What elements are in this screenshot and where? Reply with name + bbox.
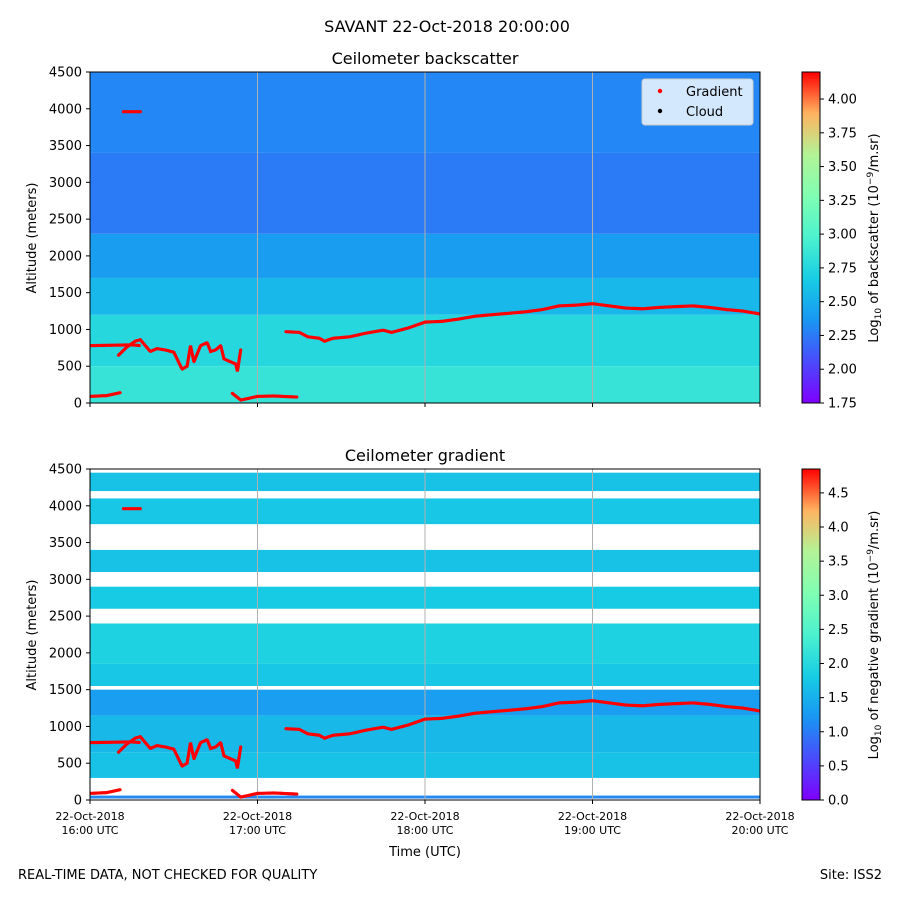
gradient-series-line	[90, 740, 142, 745]
y-tick-label: 0	[74, 794, 82, 809]
y-tick-label: 3500	[49, 536, 82, 551]
legend-gradient-marker	[657, 88, 663, 94]
y-tick-label: 2000	[49, 249, 82, 264]
gradient-gridlines	[257, 469, 593, 800]
gradient-colorbar: 0.0 0.5 1.0 1.5 2.0 2.5 3.0 3.5 4.0 4.5 Log10 of …	[801, 468, 884, 809]
legend-cloud-label: Cloud	[686, 105, 723, 120]
x-tick-time-label: 16:00 UTC	[61, 824, 118, 837]
backscatter-gradient-series	[90, 110, 760, 402]
gradient-series-line	[284, 302, 760, 343]
backscatter-y-axis: 0 500 1000 1500 2000 2500 3000 3500 4000 4500	[49, 66, 90, 412]
gradient-series-line	[284, 699, 760, 740]
legend-box	[641, 78, 754, 126]
gradient-title: Ceilometer gradient	[345, 446, 505, 465]
quality-disclaimer: REAL-TIME DATA, NOT CHECKED FOR QUALITY	[18, 868, 318, 883]
colorbar-tick-label: 2.75	[828, 261, 857, 276]
colorbar-tick-label: 3.5	[828, 555, 849, 570]
y-tick-label: 2000	[49, 646, 82, 661]
y-tick-label: 4000	[49, 499, 82, 514]
y-tick-label: 3000	[49, 573, 82, 588]
backscatter-colorbar: 1.75 2.00 2.25 2.50 2.75 3.00 3.25 3.50 3.75 4.00…	[801, 71, 884, 412]
y-tick-label: 3500	[49, 139, 82, 154]
gradient-series-line	[116, 337, 243, 372]
colorbar-tick-label: 3.75	[828, 126, 857, 141]
colorbar-tick-label: 2.25	[828, 329, 857, 344]
y-tick-label: 1000	[49, 720, 82, 735]
backscatter-colorbar-gradient	[801, 71, 821, 404]
y-tick-label: 0	[74, 397, 82, 412]
gradient-series-line	[116, 734, 243, 769]
y-tick-label: 500	[57, 360, 82, 375]
colorbar-tick-label: 3.0	[828, 589, 849, 604]
gradient-colorbar-gradient	[801, 468, 821, 801]
backscatter-x-ticks	[89, 403, 761, 407]
site-label: Site: ISS2	[819, 868, 882, 883]
backscatter-colorbar-ticks: 1.75 2.00 2.25 2.50 2.75 3.00 3.25 3.50 3.75 4.00	[820, 93, 857, 412]
gradient-series-line	[90, 788, 122, 796]
x-tick-date-label: 22-Oct-2018	[725, 810, 794, 823]
gradient-panel: Ceilometer gradient 0 500 1000 1500 2000 2500…	[25, 446, 884, 860]
colorbar-tick-label: 2.00	[828, 363, 857, 378]
colorbar-tick-label: 2.0	[828, 657, 849, 672]
legend: Gradient Cloud	[641, 78, 754, 126]
colorbar-tick-label: 2.50	[828, 295, 857, 310]
y-tick-label: 4500	[49, 66, 82, 81]
colorbar-tick-label: 0.5	[828, 759, 849, 774]
backscatter-gridlines	[257, 72, 593, 403]
y-tick-label: 4500	[49, 463, 82, 478]
gradient-gradient-series	[90, 507, 760, 799]
x-tick-date-label: 22-Oct-2018	[55, 810, 124, 823]
colorbar-tick-label: 2.5	[828, 623, 849, 638]
y-tick-label: 2500	[49, 610, 82, 625]
y-tick-label: 3000	[49, 176, 82, 191]
colorbar-tick-label: 4.0	[828, 521, 849, 536]
colorbar-tick-label: 1.0	[828, 725, 849, 740]
y-tick-label: 1500	[49, 286, 82, 301]
colorbar-tick-label: 1.5	[828, 691, 849, 706]
y-tick-label: 500	[57, 757, 82, 772]
colorbar-tick-label: 0.0	[828, 794, 849, 809]
y-tick-label: 1500	[49, 683, 82, 698]
gradient-series-line	[230, 391, 300, 402]
gradient-ylabel: Altitude (meters)	[25, 580, 40, 691]
y-tick-label: 2500	[49, 213, 82, 228]
backscatter-title: Ceilometer backscatter	[332, 49, 519, 68]
gradient-colorbar-ticks: 0.0 0.5 1.0 1.5 2.0 2.5 3.0 3.5 4.0 4.5	[820, 486, 849, 809]
figure-title: SAVANT 22-Oct-2018 20:00:00	[324, 17, 570, 36]
backscatter-panel: Ceilometer backscatter 0 500 1000 1500 2000 2…	[25, 49, 884, 412]
x-tick-time-label: 20:00 UTC	[731, 824, 788, 837]
legend-cloud-marker	[657, 108, 663, 114]
gradient-y-axis: 0 500 1000 1500 2000 2500 3000 3500 4000 4500	[49, 463, 90, 809]
legend-gradient-label: Gradient	[686, 85, 743, 100]
backscatter-ylabel: Altitude (meters)	[25, 183, 40, 294]
x-tick-time-label: 17:00 UTC	[229, 824, 286, 837]
x-tick-date-label: 22-Oct-2018	[223, 810, 292, 823]
colorbar-tick-label: 4.00	[828, 93, 857, 108]
backscatter-colorbar-label: Log10 of backscatter (10−9/m.sr)	[866, 133, 884, 342]
y-tick-label: 4000	[49, 102, 82, 117]
colorbar-tick-label: 4.5	[828, 486, 849, 501]
gradient-series-line	[230, 788, 300, 799]
x-tick-time-label: 19:00 UTC	[564, 824, 621, 837]
gradient-xlabel: Time (UTC)	[388, 845, 461, 860]
x-tick-date-label: 22-Oct-2018	[558, 810, 627, 823]
y-tick-label: 1000	[49, 323, 82, 338]
colorbar-tick-label: 3.50	[828, 160, 857, 175]
gradient-colorbar-label: Log10 of negative gradient (10−9/m.sr)	[866, 511, 884, 760]
colorbar-tick-label: 3.25	[828, 194, 857, 209]
colorbar-tick-label: 1.75	[828, 397, 857, 412]
gradient-series-line	[90, 343, 142, 348]
x-tick-date-label: 22-Oct-2018	[390, 810, 459, 823]
gradient-series-line	[90, 391, 122, 398]
colorbar-tick-label: 3.00	[828, 228, 857, 243]
x-tick-time-label: 18:00 UTC	[396, 824, 453, 837]
